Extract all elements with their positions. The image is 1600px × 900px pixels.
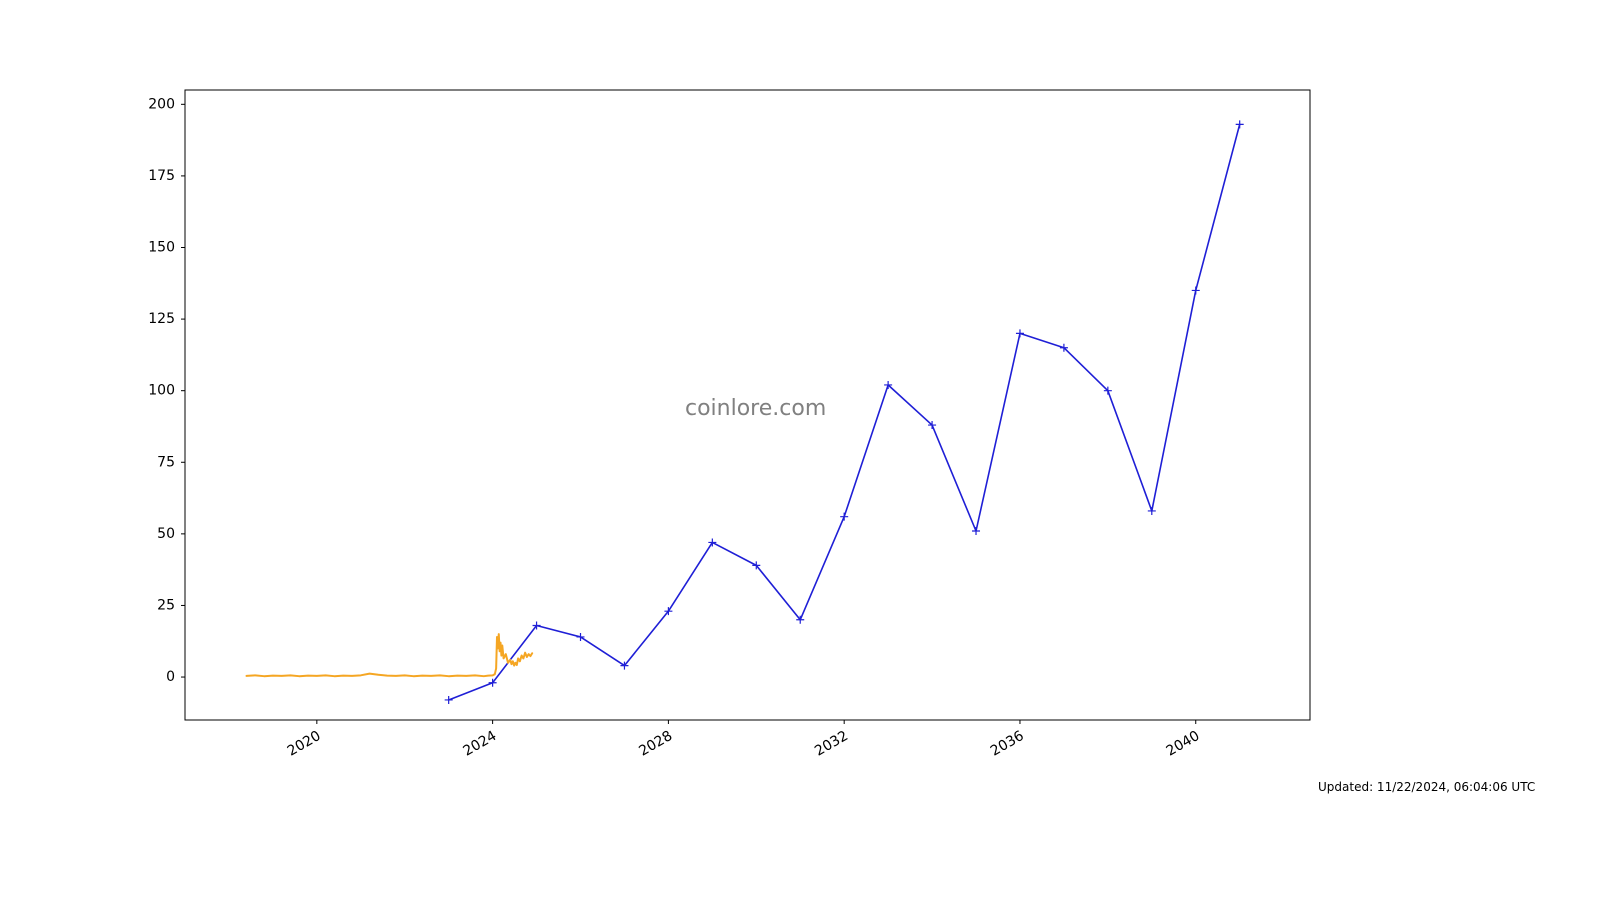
marker-plus — [1148, 507, 1156, 515]
y-tick-label: 25 — [157, 597, 175, 613]
chart-root: 0 25 50 75 100 125 150 175 200 2020 2024 2028 2032 20… — [0, 0, 1600, 900]
updated-label: Updated: 11/22/2024, 06:04:06 UTC — [1318, 780, 1535, 794]
x-tick-label: 2040 — [1164, 728, 1203, 760]
y-tick-label: 100 — [148, 383, 175, 399]
y-tick-label: 50 — [157, 526, 175, 542]
marker-plus — [840, 513, 848, 521]
y-tick-label: 150 — [148, 240, 175, 256]
marker-plus — [577, 633, 585, 641]
marker-plus — [445, 696, 453, 704]
x-tick-label: 2024 — [461, 728, 500, 760]
y-tick-label: 200 — [148, 96, 175, 112]
y-tick-label: 125 — [148, 311, 175, 327]
x-tick-label: 2032 — [812, 728, 851, 760]
marker-plus — [972, 527, 980, 535]
x-tick-label: 2020 — [285, 728, 324, 760]
series-historical — [247, 634, 533, 676]
x-tick-label: 2036 — [988, 728, 1027, 760]
marker-plus — [1016, 329, 1024, 337]
chart-svg: 0 25 50 75 100 125 150 175 200 2020 2024 2028 2032 20… — [0, 0, 1600, 900]
series-forecast — [449, 124, 1240, 700]
y-tick-label: 0 — [166, 669, 175, 685]
marker-plus — [1236, 120, 1244, 128]
y-tick-label: 75 — [157, 454, 175, 470]
marker-plus — [1192, 286, 1200, 294]
y-tick-label: 175 — [148, 168, 175, 184]
x-tick-label: 2028 — [636, 728, 675, 760]
marker-plus — [708, 538, 716, 546]
